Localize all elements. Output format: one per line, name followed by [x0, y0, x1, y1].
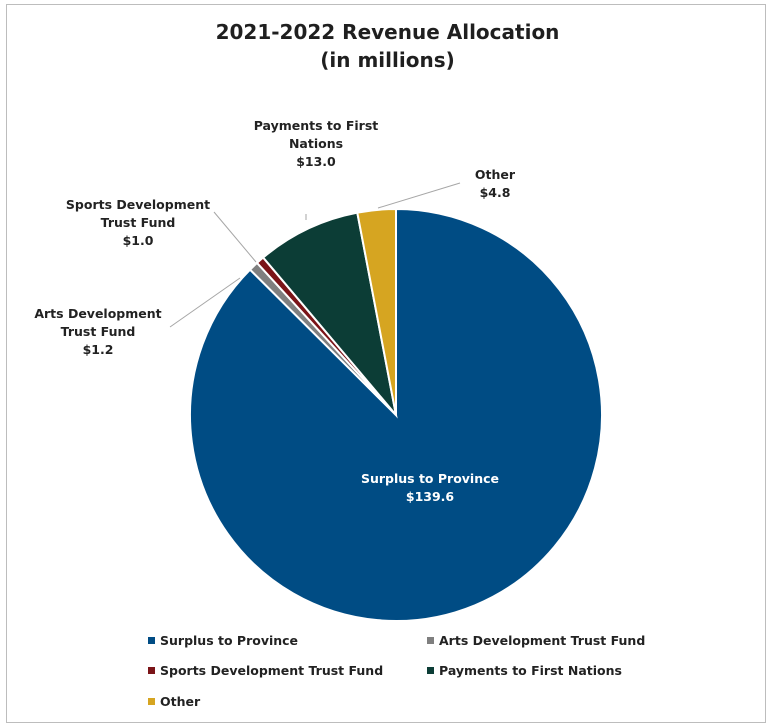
chart-title: 2021-2022 Revenue Allocation: [215, 20, 560, 44]
legend-swatch: [148, 667, 155, 674]
leader-line-arts-development-trust-fund: [169, 277, 241, 328]
data-label-name: Trust Fund: [101, 215, 176, 230]
legend-label: Arts Development Trust Fund: [439, 633, 645, 648]
data-labels: Surplus to Province $139.6 Arts Developmen…: [34, 118, 516, 504]
data-label-other: Other $4.8: [475, 167, 516, 200]
slice-payments-to-first-nations: [261, 211, 398, 419]
legend-swatch: [427, 637, 434, 644]
pie-slices: [189, 207, 603, 622]
data-label-name: Nations: [289, 136, 343, 151]
data-label-sports-development-trust-fund: Sports Development Trust Fund $1.0: [66, 197, 210, 248]
legend-label: Surplus to Province: [160, 633, 298, 648]
chart-subtitle: (in millions): [320, 48, 455, 72]
legend-item-sports-development-trust-fund: Sports Development Trust Fund: [148, 663, 383, 678]
data-label-arts-development-trust-fund: Arts Development Trust Fund $1.2: [34, 306, 161, 357]
leader-lines: [169, 182, 461, 328]
data-label-name: Trust Fund: [61, 324, 136, 339]
leader-line-sports-development-trust-fund: [213, 211, 257, 263]
legend-swatch: [427, 667, 434, 674]
leader-line-other: [377, 182, 461, 209]
data-label-name: Sports Development: [66, 197, 210, 212]
legend-label: Payments to First Nations: [439, 663, 622, 678]
data-label-surplus-to-province: Surplus to Province $139.6: [361, 471, 499, 504]
legend: Surplus to Province Arts Development Trus…: [148, 633, 645, 709]
data-label-value: $139.6: [406, 489, 455, 504]
data-label-name: Other: [475, 167, 516, 182]
slice-other: [356, 207, 397, 416]
data-label-value: $4.8: [480, 185, 511, 200]
data-label-name: Surplus to Province: [361, 471, 499, 486]
legend-label: Sports Development Trust Fund: [160, 663, 383, 678]
data-label-value: $1.2: [83, 342, 114, 357]
legend-item-payments-to-first-nations: Payments to First Nations: [427, 663, 622, 678]
legend-item-arts-development-trust-fund: Arts Development Trust Fund: [427, 633, 645, 648]
data-label-name: Payments to First: [254, 118, 379, 133]
legend-item-surplus-to-province: Surplus to Province: [148, 633, 298, 648]
legend-item-other: Other: [148, 694, 201, 709]
legend-label: Other: [160, 694, 201, 709]
legend-swatch: [148, 698, 155, 705]
legend-swatch: [148, 637, 155, 644]
chart-frame: [6, 4, 766, 723]
data-label-value: $13.0: [296, 154, 336, 169]
data-label-value: $1.0: [123, 233, 154, 248]
data-label-payments-to-first-nations: Payments to First Nations $13.0: [254, 118, 379, 169]
data-label-name: Arts Development: [34, 306, 161, 321]
